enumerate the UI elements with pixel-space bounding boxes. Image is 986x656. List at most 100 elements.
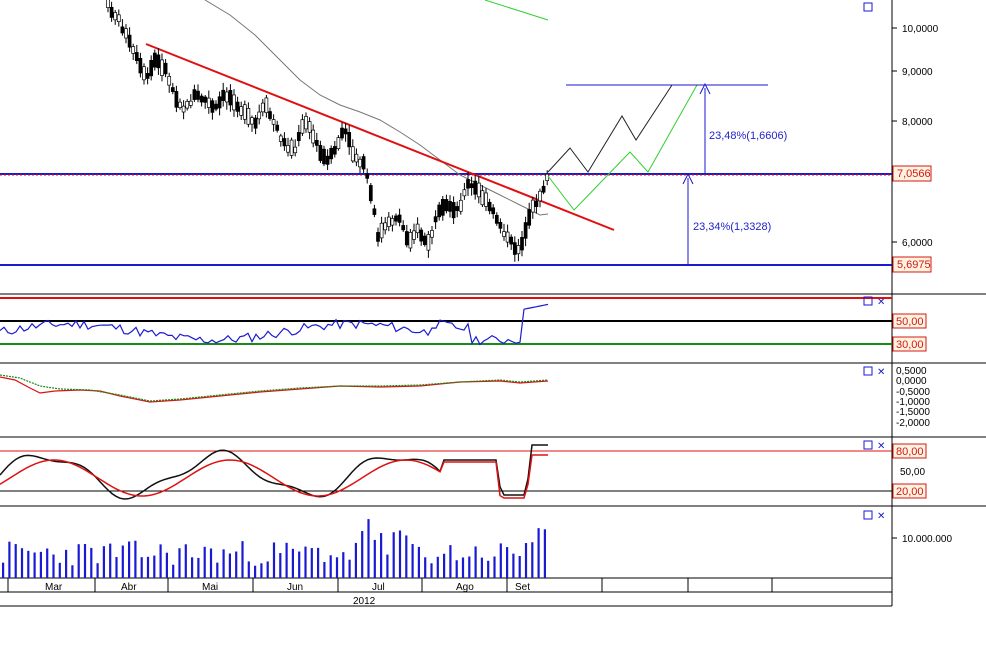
volume-bar: [146, 556, 150, 578]
candle: [494, 212, 499, 226]
volume-bar: [266, 561, 269, 578]
candle: [275, 120, 280, 133]
arrow-head: [682, 172, 694, 185]
x-month-label: Set: [515, 582, 530, 593]
volume-bar: [27, 550, 30, 578]
volume-bar: [165, 552, 168, 578]
candle: [152, 49, 157, 71]
volume-bar: [367, 519, 370, 578]
volume-bar: [335, 557, 339, 578]
candle: [293, 139, 298, 157]
close-x-icon[interactable]: ✕: [877, 511, 885, 522]
candle: [372, 204, 377, 218]
macd-tick: -1,0000: [896, 397, 930, 408]
candle: [250, 115, 254, 132]
volume-bar: [102, 546, 105, 578]
volume-bars: [2, 519, 546, 578]
volume-bar: [499, 543, 502, 578]
macd-tick: 0,0000: [896, 376, 927, 387]
volume-bar: [380, 533, 383, 578]
volume-bar: [2, 562, 5, 578]
candle: [206, 90, 211, 114]
projection-green: [547, 84, 698, 211]
candle: [520, 230, 524, 257]
candle: [235, 96, 240, 118]
rsi-line: [0, 303, 549, 346]
volume-bar: [468, 556, 471, 578]
candle: [167, 72, 172, 93]
volume-bar: [90, 547, 93, 578]
candle: [145, 67, 150, 85]
downtrend-line: [145, 43, 615, 231]
candle: [246, 102, 251, 128]
candle: [451, 196, 456, 225]
candle: [228, 84, 233, 112]
window-square-icon[interactable]: [863, 510, 873, 520]
volume-bar: [411, 544, 414, 578]
candle: [426, 230, 431, 258]
volume-bar: [512, 553, 515, 578]
volume-bar: [203, 546, 206, 578]
volume-bar: [20, 548, 24, 578]
candle: [430, 225, 434, 245]
candle: [253, 114, 258, 135]
close-x-icon[interactable]: ✕: [877, 367, 885, 378]
x-month-label: Abr: [121, 582, 137, 593]
volume-bar: [33, 552, 36, 578]
candle: [264, 94, 269, 118]
volume-bar: [235, 551, 238, 578]
candle: [142, 63, 146, 85]
volume-bar: [77, 544, 80, 578]
candle: [448, 195, 452, 218]
x-month-label: Jun: [287, 582, 303, 593]
candle: [163, 59, 168, 78]
candle: [480, 185, 485, 207]
candle: [278, 133, 283, 147]
candle: [329, 145, 334, 164]
window-square-icon[interactable]: [863, 440, 873, 450]
candle: [174, 85, 179, 113]
y-tick-label: 8,0000: [902, 117, 933, 128]
volume-bar: [480, 557, 483, 578]
candle: [376, 227, 380, 247]
window-square-icon[interactable]: [863, 296, 873, 306]
candle: [178, 98, 182, 110]
candle: [505, 224, 510, 248]
volume-bar: [96, 563, 99, 578]
volume-bar: [285, 542, 288, 578]
main-y-axis: 10,0000 9,0000 8,0000 6,0000: [892, 24, 939, 249]
candle: [109, 1, 114, 22]
volume-bar: [279, 553, 282, 578]
annotation-upper: 23,48%(1,6606): [709, 130, 787, 142]
candle: [116, 9, 121, 27]
window-square-icon[interactable]: [863, 366, 873, 376]
x-axis: Mar Abr Mai Jun Jul Ago Set 2012: [0, 578, 892, 607]
close-x-icon[interactable]: ✕: [877, 441, 885, 452]
volume-bar: [71, 565, 74, 578]
volume-bar: [209, 548, 213, 578]
volume-bar: [474, 546, 477, 578]
candle: [185, 99, 190, 111]
volume-tick: 10.000.000: [902, 534, 952, 545]
green-line: [484, 0, 549, 21]
volume-bar: [487, 560, 490, 578]
price-tag: [892, 256, 932, 273]
candle: [455, 201, 460, 218]
candle: [408, 229, 413, 252]
volume-bar: [537, 528, 540, 578]
window-square-icon[interactable]: [863, 2, 873, 12]
close-x-icon[interactable]: ✕: [877, 297, 885, 308]
volume-bar: [543, 529, 546, 578]
volume-bar: [506, 547, 509, 578]
volume-bar: [518, 555, 521, 578]
candle: [530, 196, 535, 219]
candle: [113, 9, 118, 25]
macd-tick: -2,0000: [896, 418, 930, 429]
candle: [368, 182, 373, 204]
candle: [361, 153, 366, 173]
candle: [527, 202, 532, 229]
candle: [354, 148, 359, 167]
candle: [286, 137, 290, 157]
candle: [516, 238, 521, 262]
